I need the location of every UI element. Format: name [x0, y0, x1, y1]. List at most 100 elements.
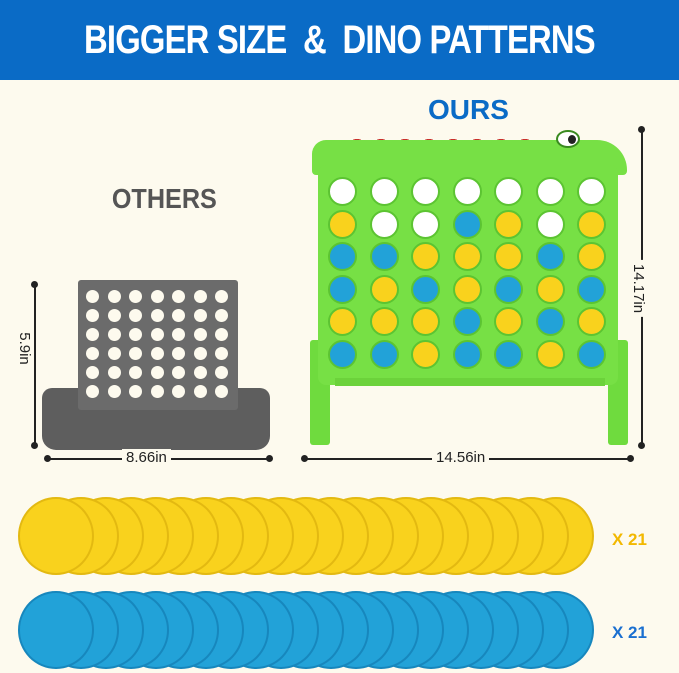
others-hole — [86, 347, 99, 360]
others-hole — [86, 328, 99, 341]
others-hole — [193, 309, 207, 322]
others-hole — [150, 328, 164, 341]
board-slot-yellow — [411, 242, 440, 272]
ours-height-label: 14.17in — [630, 259, 648, 318]
board-slot-blue — [452, 340, 482, 369]
others-hole — [129, 366, 142, 379]
others-hole — [215, 328, 228, 341]
dino-pupil — [568, 135, 576, 144]
others-hole — [172, 290, 185, 303]
others-hole — [215, 366, 228, 379]
board-slot-yellow — [577, 242, 606, 272]
board-slot-blue — [535, 307, 565, 337]
dim-dot — [31, 281, 38, 288]
others-hole — [172, 366, 185, 379]
others-hole — [150, 366, 164, 379]
board-slot-blue — [369, 242, 399, 272]
others-hole — [215, 290, 228, 303]
board-slot-yellow — [411, 340, 440, 369]
board-slot-yellow — [452, 274, 482, 304]
board-slot-yellow — [452, 242, 482, 272]
others-hole — [107, 328, 121, 341]
others-height-line — [34, 285, 36, 445]
board-slot-blue — [494, 340, 523, 369]
others-hole — [107, 290, 121, 303]
others-hole — [172, 347, 185, 360]
board-slot-blue — [328, 242, 357, 272]
others-hole — [86, 309, 99, 322]
others-hole — [129, 328, 142, 341]
board-slot-empty — [411, 209, 440, 239]
others-hole — [107, 385, 121, 398]
blue-count: X 21 — [612, 623, 647, 642]
others-hole — [172, 309, 185, 322]
board-slot-yellow — [494, 209, 523, 239]
others-hole — [172, 385, 185, 398]
board-slot-yellow — [328, 307, 357, 337]
board-slot-blue — [577, 340, 606, 369]
board-slot-yellow — [494, 307, 523, 337]
others-hole — [129, 290, 142, 303]
others-hole — [129, 347, 142, 360]
others-hole — [107, 309, 121, 322]
board-slot-yellow — [577, 209, 606, 239]
dim-dot — [44, 455, 51, 462]
board-slot-yellow — [369, 307, 399, 337]
others-hole — [215, 309, 228, 322]
board-slot-yellow — [411, 307, 440, 337]
board-slot-blue — [535, 242, 565, 272]
board-slot-blue — [369, 340, 399, 369]
others-hole — [193, 385, 207, 398]
board-slot-yellow — [369, 274, 399, 304]
board-slot-yellow — [535, 274, 565, 304]
board-slot-empty — [535, 209, 565, 239]
board-slot-blue — [494, 274, 523, 304]
board-slot-blue — [577, 274, 606, 304]
board-slot-empty — [411, 177, 440, 206]
others-label: OTHERS — [111, 183, 217, 214]
board-slot-empty — [328, 177, 357, 206]
dim-dot — [638, 442, 645, 449]
others-hole — [193, 366, 207, 379]
board-slot-empty — [535, 177, 565, 206]
board-slot-yellow — [494, 242, 523, 272]
ours-label: OURS — [428, 94, 509, 125]
others-hole — [193, 328, 207, 341]
board-slot-empty — [494, 177, 523, 206]
board-slot-yellow — [328, 209, 357, 239]
board-slot-empty — [369, 177, 399, 206]
board-slot-blue — [411, 274, 440, 304]
others-hole — [150, 347, 164, 360]
board-slot-blue — [328, 340, 357, 369]
others-board — [78, 280, 238, 410]
dim-dot — [31, 442, 38, 449]
others-hole — [150, 309, 164, 322]
board-slot-blue — [452, 209, 482, 239]
board-slot-yellow — [577, 307, 606, 337]
blue-chip — [18, 591, 94, 669]
dim-dot — [301, 455, 308, 462]
others-hole — [107, 347, 121, 360]
dim-dot — [266, 455, 273, 462]
ours-width-label: 14.56in — [432, 449, 490, 466]
board-slot-empty — [577, 177, 606, 206]
others-hole — [193, 290, 207, 303]
others-hole — [172, 328, 185, 341]
others-hole — [86, 290, 99, 303]
board-slot-blue — [328, 274, 357, 304]
others-hole — [107, 366, 121, 379]
dim-dot — [638, 126, 645, 133]
others-hole — [215, 385, 228, 398]
others-hole — [150, 290, 164, 303]
others-hole — [129, 309, 142, 322]
others-hole — [215, 347, 228, 360]
board-slot-empty — [452, 177, 482, 206]
others-hole — [86, 366, 99, 379]
title-banner: BIGGER SIZE & DINO PATTERNS — [0, 0, 679, 80]
yellow-chip — [18, 497, 94, 575]
board-tray — [335, 378, 605, 386]
board-slot-yellow — [535, 340, 565, 369]
board-slot-empty — [369, 209, 399, 239]
others-width-label: 8.66in — [122, 449, 171, 466]
page-title: BIGGER SIZE & DINO PATTERNS — [84, 17, 596, 62]
